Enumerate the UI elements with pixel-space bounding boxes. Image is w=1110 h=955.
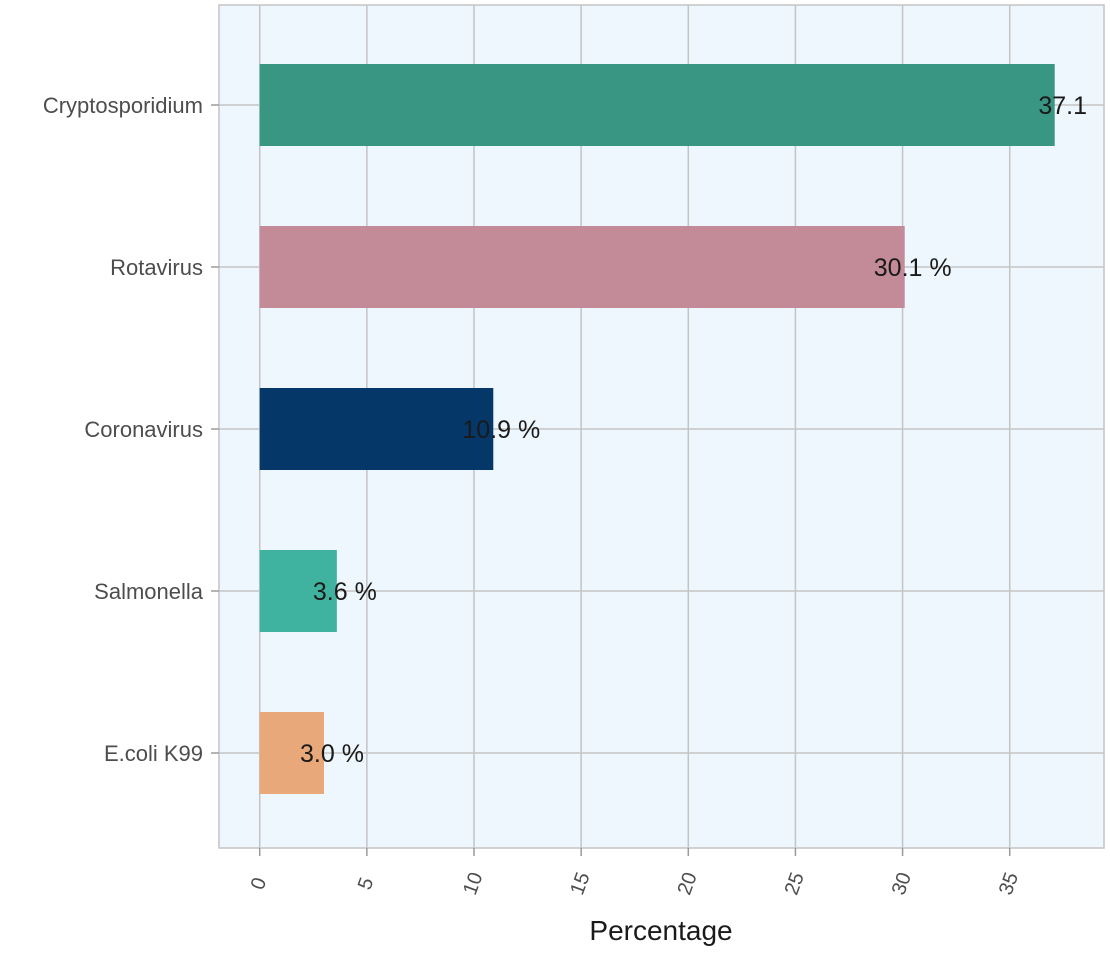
category-label: Rotavirus xyxy=(110,255,203,280)
category-label: E.coli K99 xyxy=(104,741,203,766)
bar xyxy=(259,64,1055,146)
y-axis: Cryptosporidium Rotavirus Coronavirus Salmo… xyxy=(43,93,219,766)
bar xyxy=(259,712,324,794)
bar xyxy=(259,388,494,470)
x-axis-title: Percentage xyxy=(589,915,732,946)
x-axis: 0 5 10 15 20 25 30 35 xyxy=(247,848,1023,898)
bar-value-label: 3.6 % xyxy=(313,578,377,606)
x-tick-label: 25 xyxy=(781,870,809,898)
x-tick-label: 0 xyxy=(247,875,271,893)
bar-value-label: 10.9 % xyxy=(462,416,540,444)
x-tick-label: 20 xyxy=(673,870,701,898)
bars xyxy=(259,64,1055,794)
x-tick-label: 30 xyxy=(888,870,916,898)
bar xyxy=(259,226,905,308)
category-label: Coronavirus xyxy=(84,417,203,442)
x-tick-label: 10 xyxy=(459,870,487,898)
x-tick-label: 15 xyxy=(566,870,594,898)
bar-value-label: 3.0 % xyxy=(300,740,364,768)
data-labels: 37.1 30.1 % 10.9 % 3.6 % 3.0 % xyxy=(300,92,1087,768)
x-tick-label: 35 xyxy=(995,870,1023,898)
bar-value-label: 30.1 % xyxy=(874,254,952,282)
bar-value-label: 37.1 xyxy=(1038,92,1087,120)
category-label: Cryptosporidium xyxy=(43,93,203,118)
category-label: Salmonella xyxy=(94,579,204,604)
x-tick-label: 5 xyxy=(354,875,378,893)
bar xyxy=(259,550,337,632)
